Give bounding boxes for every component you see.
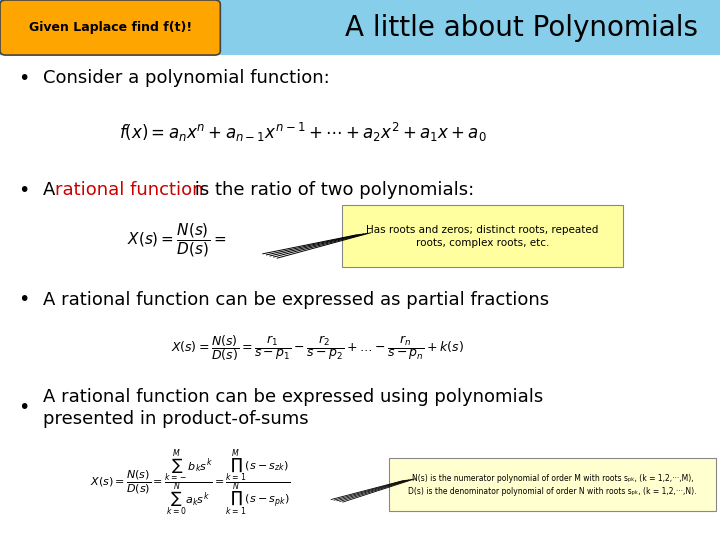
Text: •: • xyxy=(18,290,30,309)
Text: $X(s) = \dfrac{N(s)}{D(s)} = $: $X(s) = \dfrac{N(s)}{D(s)} = $ xyxy=(127,221,226,259)
Text: presented in product-of-sums: presented in product-of-sums xyxy=(43,409,309,428)
Text: $\,X(s) = \dfrac{N(s)}{D(s)} = \dfrac{r_1}{s-p_1} - \dfrac{r_2}{s-p_2} + \ldots : $\,X(s) = \dfrac{N(s)}{D(s)} = \dfrac{r_… xyxy=(169,333,464,363)
Text: Has roots and zeros; distinct roots, repeated
roots, complex roots, etc.: Has roots and zeros; distinct roots, rep… xyxy=(366,225,598,248)
FancyBboxPatch shape xyxy=(342,205,623,267)
Text: rational function: rational function xyxy=(55,181,204,199)
Text: •: • xyxy=(18,398,30,417)
Text: $X(s) = \dfrac{N(s)}{D(s)} = \dfrac{\sum_{k=-}^{M} b_k s^k}{\sum_{k=0}^{N} a_k s: $X(s) = \dfrac{N(s)}{D(s)} = \dfrac{\sum… xyxy=(91,448,291,519)
FancyBboxPatch shape xyxy=(389,458,716,511)
Text: A rational function can be expressed as partial fractions: A rational function can be expressed as … xyxy=(43,291,549,309)
Text: is the ratio of two polynomials:: is the ratio of two polynomials: xyxy=(189,181,474,199)
Text: Consider a polynomial function:: Consider a polynomial function: xyxy=(43,69,330,87)
Text: A rational function can be expressed using polynomials: A rational function can be expressed usi… xyxy=(43,388,544,406)
FancyBboxPatch shape xyxy=(0,0,220,55)
Text: •: • xyxy=(18,69,30,88)
Bar xyxy=(0,0,720,55)
Text: N(s) is the numerator polynomial of order M with roots sₚₖ, (k = 1,2,···,M),
D(s: N(s) is the numerator polynomial of orde… xyxy=(408,474,697,496)
Text: A little about Polynomials: A little about Polynomials xyxy=(346,14,698,42)
Text: •: • xyxy=(18,180,30,200)
Text: A: A xyxy=(43,181,61,199)
Text: Given Laplace find f(t)!: Given Laplace find f(t)! xyxy=(29,21,192,34)
Text: $f(x) = a_n x^n + a_{n-1}x^{n-1} + \cdots + a_2 x^2 + a_1 x + a_0$: $f(x) = a_n x^n + a_{n-1}x^{n-1} + \cdot… xyxy=(119,121,486,144)
